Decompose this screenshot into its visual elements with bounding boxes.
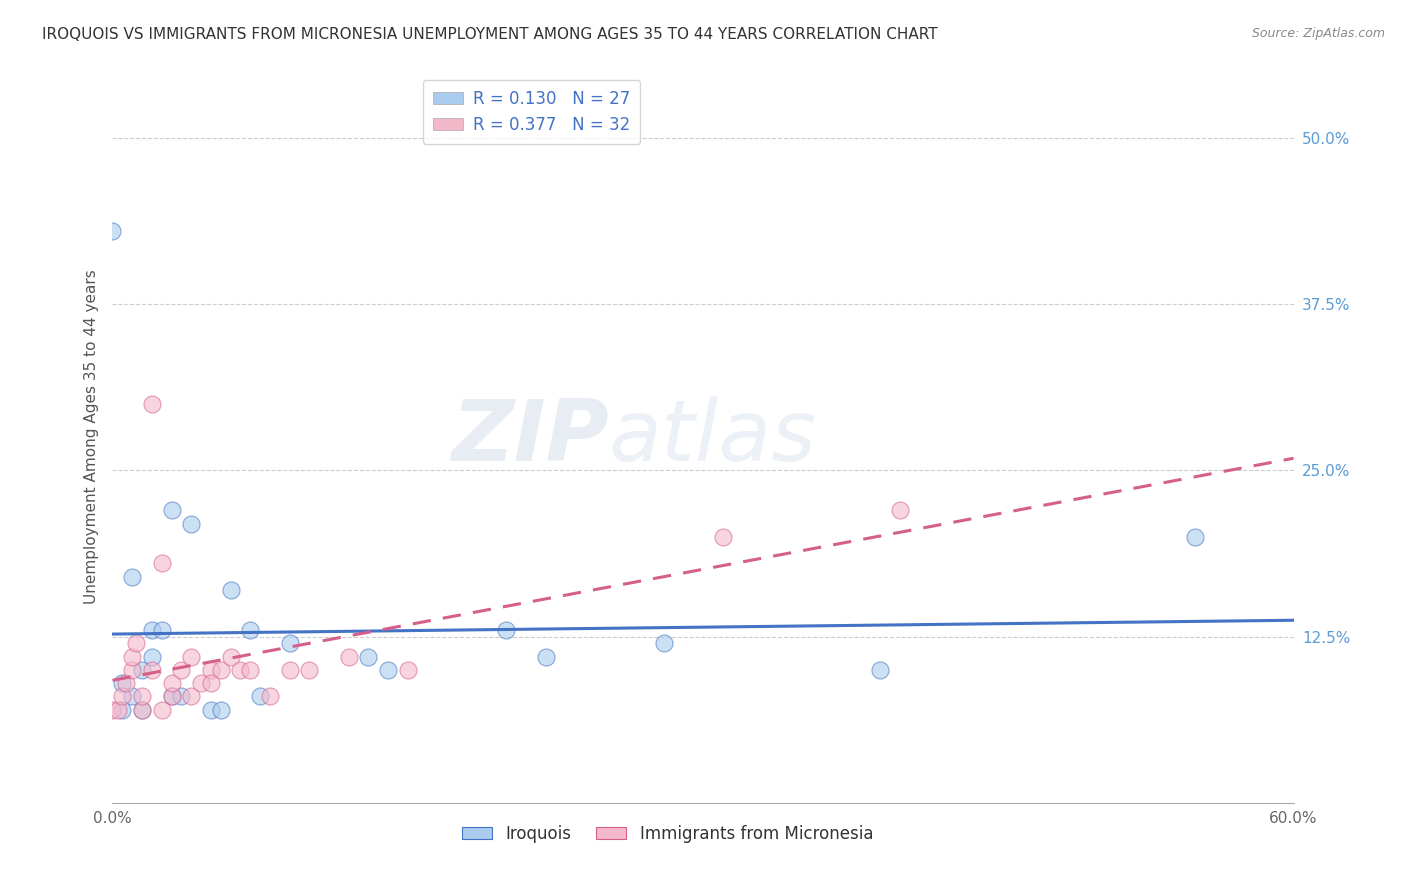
Point [200, 663, 222, 677]
Point [107, 703, 129, 717]
Point [121, 649, 143, 664]
Point [278, 663, 301, 677]
Point [150, 623, 173, 637]
Point [209, 703, 232, 717]
Point [180, 649, 202, 664]
Text: ZIP: ZIP [451, 395, 609, 479]
Point [239, 663, 262, 677]
Point [200, 676, 222, 690]
Point [131, 690, 153, 704]
Point [131, 703, 153, 717]
Legend: Iroquois, Immigrants from Micronesia: Iroquois, Immigrants from Micronesia [456, 818, 880, 849]
Point [200, 703, 222, 717]
Point [209, 663, 232, 677]
Point [1184, 530, 1206, 544]
Point [121, 690, 143, 704]
Point [125, 636, 148, 650]
Point [229, 663, 252, 677]
Point [160, 690, 183, 704]
Point [357, 649, 380, 664]
Point [141, 623, 163, 637]
Point [115, 676, 138, 690]
Point [259, 690, 281, 704]
Point [141, 397, 163, 411]
Point [160, 676, 183, 690]
Point [141, 649, 163, 664]
Point [298, 663, 321, 677]
Y-axis label: Unemployment Among Ages 35 to 44 years: Unemployment Among Ages 35 to 44 years [83, 269, 98, 605]
Point [711, 530, 734, 544]
Point [111, 703, 134, 717]
Point [219, 582, 242, 597]
Point [141, 663, 163, 677]
Point [101, 703, 124, 717]
Point [889, 503, 911, 517]
Point [111, 676, 134, 690]
Text: atlas: atlas [609, 395, 817, 479]
Point [131, 663, 153, 677]
Point [150, 557, 173, 571]
Point [249, 690, 271, 704]
Point [170, 690, 193, 704]
Text: IROQUOIS VS IMMIGRANTS FROM MICRONESIA UNEMPLOYMENT AMONG AGES 35 TO 44 YEARS CO: IROQUOIS VS IMMIGRANTS FROM MICRONESIA U… [42, 27, 938, 42]
Point [150, 703, 173, 717]
Point [239, 623, 262, 637]
Point [869, 663, 891, 677]
Point [170, 663, 193, 677]
Point [337, 649, 360, 664]
Point [180, 690, 202, 704]
Point [101, 224, 124, 238]
Point [121, 663, 143, 677]
Point [131, 703, 153, 717]
Point [121, 570, 143, 584]
Point [190, 676, 212, 690]
Point [534, 649, 557, 664]
Point [396, 663, 419, 677]
Point [160, 690, 183, 704]
Point [219, 649, 242, 664]
Point [180, 516, 202, 531]
Point [652, 636, 675, 650]
Point [377, 663, 399, 677]
Point [111, 690, 134, 704]
Point [495, 623, 517, 637]
Text: Source: ZipAtlas.com: Source: ZipAtlas.com [1251, 27, 1385, 40]
Point [278, 636, 301, 650]
Point [160, 503, 183, 517]
